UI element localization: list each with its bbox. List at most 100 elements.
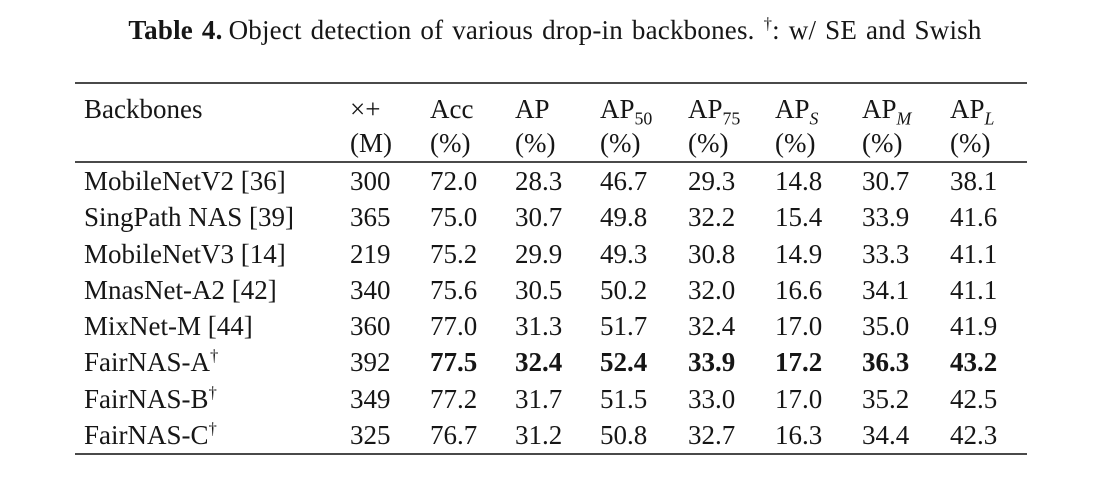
backbone-name: MobileNetV2 [36] [84, 166, 286, 196]
column-header-ap75: AP75 (%) [688, 83, 775, 163]
dagger-icon: † [208, 382, 217, 402]
backbone-name: SingPath NAS [39] [84, 202, 295, 233]
value-cell: 51.5 [600, 383, 648, 414]
value-cell: 49.8 [600, 202, 648, 233]
header-unit: (M) [350, 128, 392, 158]
value-cell: 29.9 [515, 238, 563, 269]
column-header-ap50: AP50 (%) [600, 83, 688, 163]
caption-text: Object detection of various drop-in back… [228, 15, 755, 45]
value-cell: 33.0 [688, 383, 736, 414]
value-cell: 365 [350, 202, 391, 233]
header-subscript: L [984, 108, 995, 129]
value-cell: 340 [350, 274, 391, 305]
backbone-name: MixNet-M [44] [84, 311, 253, 341]
value-cell: 33.9 [688, 347, 736, 378]
column-header-acc: Acc (%) [430, 83, 515, 163]
value-cell: 34.1 [862, 274, 910, 305]
value-cell: 30.7 [862, 166, 910, 196]
value-cell: 16.6 [775, 274, 823, 305]
value-cell: 50.8 [600, 419, 648, 450]
value-cell: 50.2 [600, 274, 648, 305]
header-unit: (%) [515, 128, 556, 158]
value-cell: 41.6 [950, 202, 998, 233]
header-unit: (%) [775, 128, 816, 158]
header-unit: (%) [688, 128, 729, 158]
value-cell: 29.3 [688, 166, 736, 196]
value-cell: 15.4 [775, 202, 823, 233]
value-cell: 75.0 [430, 202, 478, 233]
dagger-icon: † [763, 14, 773, 33]
column-header-apm: APM (%) [862, 83, 950, 163]
value-cell: 300 [350, 166, 391, 196]
backbone-cell: FairNAS-A† [75, 344, 350, 380]
value-cell: 41.1 [950, 274, 998, 305]
header-label: AP [515, 94, 550, 124]
header-unit: (%) [950, 128, 991, 158]
value-cell: 392 [350, 347, 391, 378]
table-row: FairNAS-B† 349 77.2 31.7 51.5 33.0 17.0 35.2 42.… [75, 381, 1027, 417]
backbone-name: FairNAS-A [84, 347, 210, 378]
table-header: Backbones ×+ (M) Acc (%) AP (%) AP50 (%) AP75 (%) A… [75, 83, 1027, 163]
table-row: MnasNet-A2 [42] 340 75.6 30.5 50.2 32.0 16.6 34… [75, 272, 1027, 308]
table-caption: Table 4. Object detection of various drop… [0, 15, 1110, 46]
dagger-icon: † [208, 418, 217, 438]
value-cell: 35.0 [862, 311, 910, 341]
value-cell: 33.9 [862, 202, 910, 233]
value-cell: 30.5 [515, 274, 563, 305]
backbone-cell: MixNet-M [44] [75, 308, 350, 344]
value-cell: 41.9 [950, 311, 998, 341]
backbone-name: MobileNetV3 [14] [84, 238, 286, 269]
header-subscript: 50 [634, 108, 653, 129]
table-row: FairNAS-A† 392 77.5 32.4 52.4 33.9 17.2 36.3 43.… [75, 344, 1027, 380]
value-cell: 219 [350, 238, 391, 269]
value-cell: 51.7 [600, 311, 648, 341]
column-header-ap: AP (%) [515, 83, 600, 163]
header-subscript: M [896, 108, 912, 129]
value-cell: 32.4 [688, 311, 736, 341]
header-subscript: 75 [722, 108, 741, 129]
header-label: AP [950, 94, 985, 124]
table-row: FairNAS-C† 325 76.7 31.2 50.8 32.7 16.3 34.4 42.… [75, 417, 1027, 454]
column-header-+: ×+ (M) [350, 83, 430, 163]
value-cell: 31.7 [515, 383, 563, 414]
value-cell: 31.2 [515, 419, 563, 450]
value-cell: 49.3 [600, 238, 648, 269]
column-header-aps: APS (%) [775, 83, 862, 163]
table-row: MobileNetV2 [36] 300 72.0 28.3 46.7 29.3 14.8 3… [75, 162, 1027, 199]
column-header-backbones: Backbones [75, 83, 350, 163]
value-cell: 41.1 [950, 238, 998, 269]
value-cell: 32.2 [688, 202, 736, 233]
value-cell: 17.0 [775, 383, 823, 414]
header-label: Acc [430, 94, 474, 124]
backbone-cell: MobileNetV3 [14] [75, 236, 350, 272]
value-cell: 52.4 [600, 347, 648, 378]
value-cell: 32.0 [688, 274, 736, 305]
backbone-name: MnasNet-A2 [42] [84, 274, 277, 305]
table-row: MixNet-M [44] 360 77.0 31.3 51.7 32.4 17.0 35.0… [75, 308, 1027, 344]
caption-note: : w/ SE and Swish [772, 15, 982, 45]
value-cell: 31.3 [515, 311, 563, 341]
value-cell: 28.3 [515, 166, 563, 196]
column-header-apl: APL (%) [950, 83, 1027, 163]
value-cell: 77.0 [430, 311, 478, 341]
value-cell: 42.5 [950, 383, 998, 414]
backbone-cell: FairNAS-C† [75, 417, 350, 454]
value-cell: 17.0 [775, 311, 823, 341]
table-body: MobileNetV2 [36] 300 72.0 28.3 46.7 29.3 14.8 3… [75, 162, 1027, 454]
backbone-cell: MobileNetV2 [36] [75, 162, 350, 199]
value-cell: 325 [350, 419, 391, 450]
value-cell: 30.7 [515, 202, 563, 233]
header-label: AP [862, 94, 897, 124]
value-cell: 16.3 [775, 419, 823, 450]
value-cell: 33.3 [862, 238, 910, 269]
value-cell: 38.1 [950, 166, 998, 196]
header-row: Backbones ×+ (M) Acc (%) AP (%) AP50 (%) AP75 (%) A… [75, 83, 1027, 163]
value-cell: 17.2 [775, 347, 823, 378]
backbone-cell: SingPath NAS [39] [75, 199, 350, 235]
value-cell: 14.8 [775, 166, 823, 196]
header-unit: (%) [430, 128, 471, 158]
value-cell: 35.2 [862, 383, 910, 414]
backbone-name: FairNAS-C [84, 419, 209, 450]
value-cell: 36.3 [862, 347, 910, 378]
value-cell: 42.3 [950, 419, 998, 450]
